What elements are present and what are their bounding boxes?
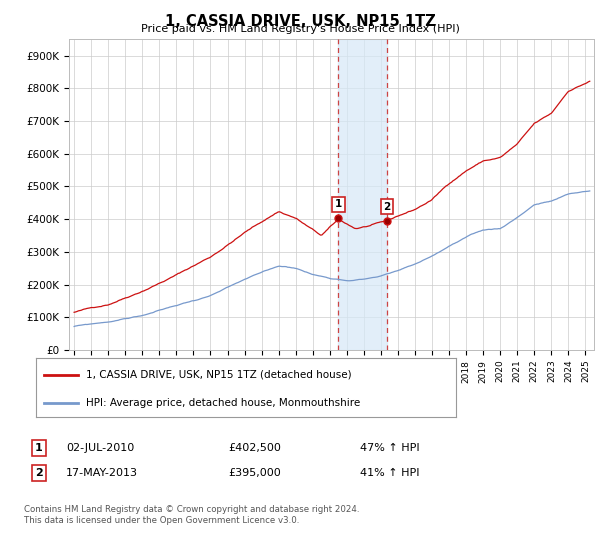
Text: 1: 1 — [335, 199, 342, 209]
Text: 17-MAY-2013: 17-MAY-2013 — [66, 468, 138, 478]
Text: 1, CASSIA DRIVE, USK, NP15 1TZ (detached house): 1, CASSIA DRIVE, USK, NP15 1TZ (detached… — [86, 370, 352, 380]
Text: £402,500: £402,500 — [228, 443, 281, 453]
Text: 2: 2 — [35, 468, 43, 478]
Text: 1: 1 — [35, 443, 43, 453]
Text: 2: 2 — [383, 202, 391, 212]
Text: 02-JUL-2010: 02-JUL-2010 — [66, 443, 134, 453]
Text: HPI: Average price, detached house, Monmouthshire: HPI: Average price, detached house, Monm… — [86, 398, 361, 408]
Bar — [338, 39, 387, 350]
Text: 1, CASSIA DRIVE, USK, NP15 1TZ: 1, CASSIA DRIVE, USK, NP15 1TZ — [164, 14, 436, 29]
Text: Price paid vs. HM Land Registry's House Price Index (HPI): Price paid vs. HM Land Registry's House … — [140, 24, 460, 34]
Text: 47% ↑ HPI: 47% ↑ HPI — [360, 443, 419, 453]
Text: £395,000: £395,000 — [228, 468, 281, 478]
Text: 41% ↑ HPI: 41% ↑ HPI — [360, 468, 419, 478]
Text: Contains HM Land Registry data © Crown copyright and database right 2024.
This d: Contains HM Land Registry data © Crown c… — [24, 505, 359, 525]
